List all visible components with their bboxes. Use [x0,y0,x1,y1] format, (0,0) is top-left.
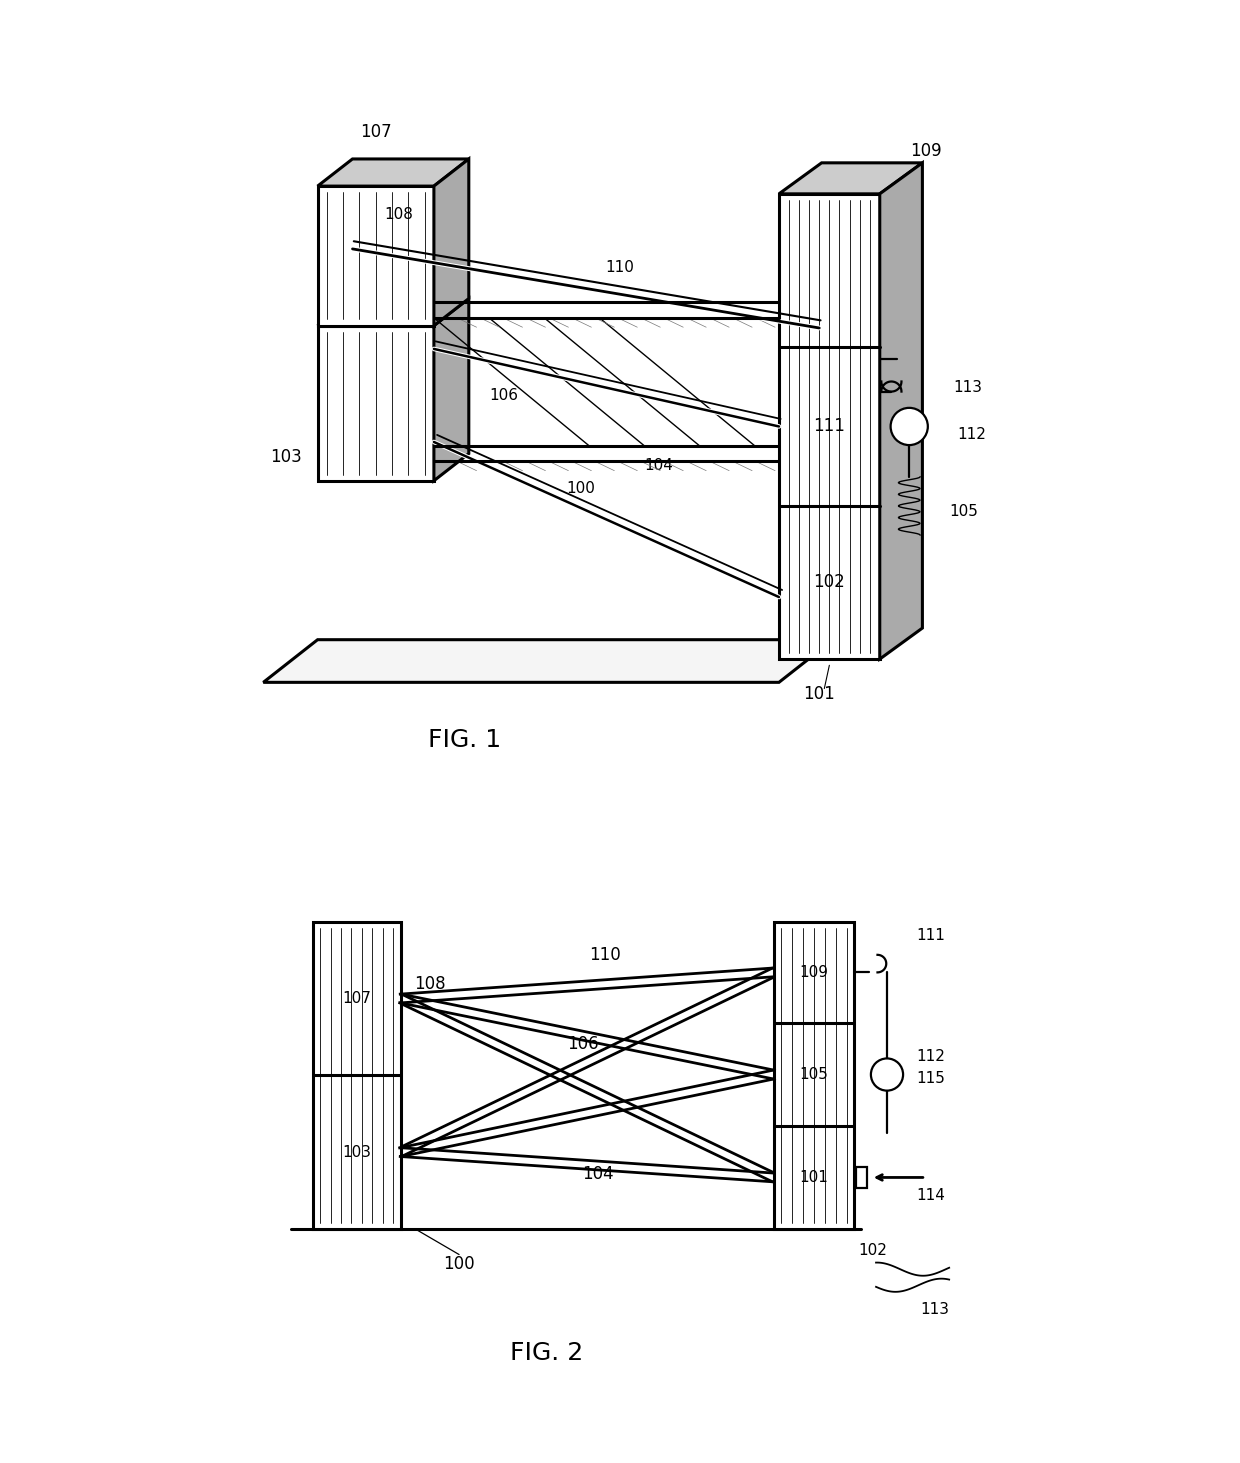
Text: 115: 115 [916,1071,945,1086]
Text: 106: 106 [490,388,518,402]
Circle shape [890,408,928,445]
Text: 100: 100 [567,481,595,496]
Polygon shape [856,1167,867,1188]
Text: 108: 108 [384,206,413,221]
Text: 103: 103 [342,1144,371,1160]
Polygon shape [434,298,469,481]
Polygon shape [434,159,469,326]
Text: 114: 114 [916,1188,945,1203]
Text: 109: 109 [800,966,828,980]
Text: FIG. 1: FIG. 1 [428,729,501,752]
Polygon shape [317,186,434,326]
Text: 104: 104 [583,1165,614,1184]
Polygon shape [779,162,923,193]
Text: 109: 109 [910,142,942,161]
Text: 104: 104 [645,458,673,473]
Text: 112: 112 [916,1049,945,1064]
Text: 111: 111 [916,929,945,944]
Text: 103: 103 [270,449,303,467]
Text: 101: 101 [804,685,836,704]
Text: 106: 106 [568,1034,599,1053]
Text: 113: 113 [954,380,982,395]
Text: 111: 111 [813,417,846,436]
Text: 110: 110 [605,260,635,275]
Text: 105: 105 [800,1067,828,1083]
Text: 100: 100 [443,1255,475,1273]
Polygon shape [312,922,401,1229]
Polygon shape [774,922,854,1229]
Circle shape [870,1058,903,1090]
Polygon shape [317,159,469,186]
Text: 113: 113 [920,1302,949,1317]
Text: FIG. 2: FIG. 2 [510,1342,584,1365]
Polygon shape [263,639,833,682]
Text: 102: 102 [813,573,846,591]
Polygon shape [317,326,434,481]
Polygon shape [779,193,879,658]
Polygon shape [879,162,923,658]
Text: 112: 112 [957,427,986,442]
Text: 102: 102 [858,1244,887,1258]
Text: 110: 110 [589,945,621,964]
Text: 105: 105 [950,505,978,519]
Polygon shape [317,298,469,326]
Text: 107: 107 [342,990,371,1007]
Text: 101: 101 [800,1170,828,1185]
Text: 107: 107 [360,123,392,140]
Text: 108: 108 [414,974,445,993]
